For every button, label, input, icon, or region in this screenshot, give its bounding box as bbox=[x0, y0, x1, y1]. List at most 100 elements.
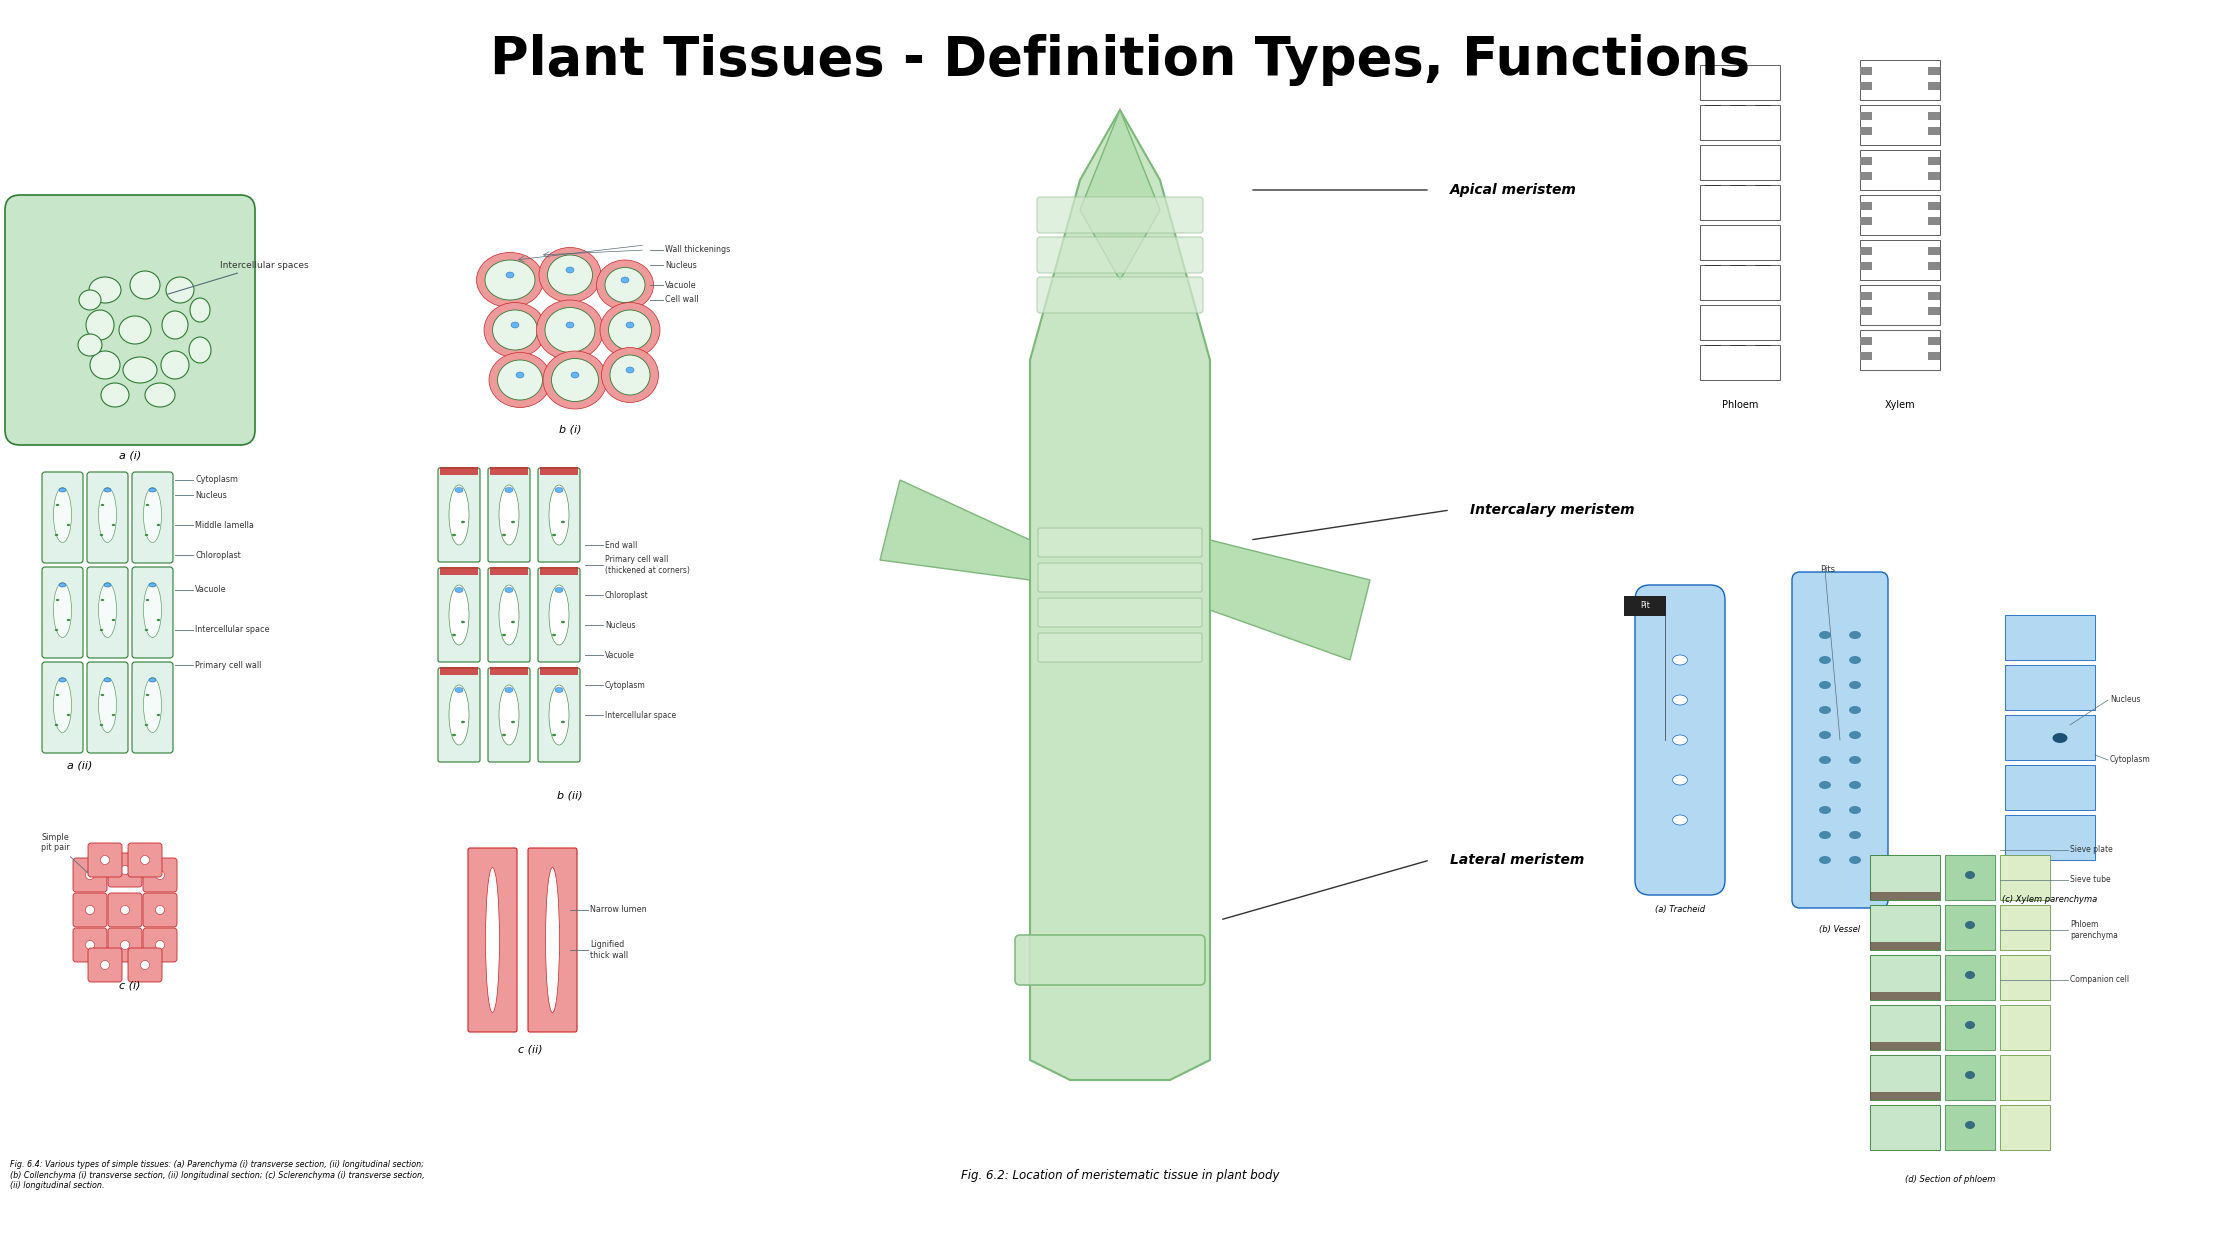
Ellipse shape bbox=[67, 524, 69, 527]
Bar bbox=[2000, 955, 2050, 1000]
Ellipse shape bbox=[119, 316, 150, 344]
Bar bbox=[1870, 856, 1940, 900]
Ellipse shape bbox=[1848, 832, 1861, 839]
Text: Vacuole: Vacuole bbox=[195, 586, 226, 595]
FancyBboxPatch shape bbox=[529, 848, 578, 1032]
Text: b (i): b (i) bbox=[558, 425, 580, 435]
Text: Nucleus: Nucleus bbox=[665, 261, 697, 270]
Bar bbox=[1870, 942, 1940, 950]
Ellipse shape bbox=[504, 587, 513, 592]
Ellipse shape bbox=[551, 534, 556, 537]
FancyBboxPatch shape bbox=[1037, 277, 1203, 312]
Bar bbox=[1700, 305, 1781, 340]
FancyBboxPatch shape bbox=[108, 893, 141, 927]
Ellipse shape bbox=[101, 534, 103, 536]
Bar bbox=[1944, 1055, 1996, 1100]
Ellipse shape bbox=[625, 323, 634, 328]
Bar bbox=[1700, 145, 1781, 180]
Ellipse shape bbox=[90, 352, 121, 379]
Text: Vacuole: Vacuole bbox=[665, 281, 697, 290]
Ellipse shape bbox=[54, 582, 72, 638]
Ellipse shape bbox=[506, 272, 513, 278]
FancyBboxPatch shape bbox=[143, 929, 177, 961]
Bar bbox=[1859, 330, 1940, 370]
Text: Pit: Pit bbox=[1640, 601, 1651, 611]
Ellipse shape bbox=[1673, 696, 1687, 706]
Ellipse shape bbox=[2052, 733, 2068, 743]
Bar bbox=[1859, 262, 1873, 270]
Ellipse shape bbox=[1848, 781, 1861, 789]
Bar bbox=[1859, 217, 1873, 226]
FancyBboxPatch shape bbox=[74, 893, 108, 927]
Text: (b) Vessel: (b) Vessel bbox=[1819, 925, 1861, 934]
Ellipse shape bbox=[121, 866, 130, 874]
Ellipse shape bbox=[1819, 781, 1830, 789]
FancyBboxPatch shape bbox=[1015, 935, 1205, 985]
Ellipse shape bbox=[1848, 756, 1861, 764]
Ellipse shape bbox=[455, 688, 464, 693]
Ellipse shape bbox=[1673, 775, 1687, 785]
FancyBboxPatch shape bbox=[538, 467, 580, 562]
FancyBboxPatch shape bbox=[87, 662, 128, 753]
Ellipse shape bbox=[1673, 735, 1687, 745]
Bar bbox=[2000, 1005, 2050, 1050]
Ellipse shape bbox=[560, 721, 564, 723]
Ellipse shape bbox=[1964, 921, 1976, 929]
FancyBboxPatch shape bbox=[1624, 596, 1667, 616]
Ellipse shape bbox=[620, 277, 629, 284]
Ellipse shape bbox=[1819, 832, 1830, 839]
Bar bbox=[1929, 292, 1940, 300]
Ellipse shape bbox=[605, 267, 645, 302]
Ellipse shape bbox=[143, 582, 161, 638]
Ellipse shape bbox=[101, 629, 103, 631]
Ellipse shape bbox=[500, 585, 520, 645]
Text: Intercalary meristem: Intercalary meristem bbox=[1469, 503, 1635, 517]
Bar bbox=[1700, 226, 1781, 260]
Text: Middle lamella: Middle lamella bbox=[195, 520, 253, 529]
Ellipse shape bbox=[161, 352, 188, 379]
Ellipse shape bbox=[101, 598, 105, 601]
FancyBboxPatch shape bbox=[143, 893, 177, 927]
Ellipse shape bbox=[1848, 706, 1861, 714]
Ellipse shape bbox=[549, 485, 569, 546]
Bar bbox=[1700, 66, 1781, 100]
Ellipse shape bbox=[600, 302, 661, 358]
Text: Pits: Pits bbox=[1819, 566, 1835, 575]
FancyBboxPatch shape bbox=[1037, 237, 1203, 273]
FancyBboxPatch shape bbox=[87, 843, 121, 877]
Bar bbox=[1859, 173, 1873, 180]
Bar bbox=[1870, 892, 1940, 900]
Bar bbox=[2000, 905, 2050, 950]
Text: Sieve tube: Sieve tube bbox=[2070, 876, 2110, 885]
Text: Wall thickenings: Wall thickenings bbox=[665, 246, 730, 255]
Text: Fig. 6.2: Location of meristematic tissue in plant body: Fig. 6.2: Location of meristematic tissu… bbox=[961, 1168, 1279, 1182]
Text: Chloroplast: Chloroplast bbox=[195, 551, 240, 559]
FancyBboxPatch shape bbox=[87, 567, 128, 658]
Text: Primary cell wall
(thickened at corners): Primary cell wall (thickened at corners) bbox=[605, 556, 690, 575]
Bar bbox=[1859, 247, 1873, 255]
Bar bbox=[1929, 352, 1940, 360]
Ellipse shape bbox=[1819, 756, 1830, 764]
Ellipse shape bbox=[542, 352, 607, 410]
Text: Nucleus: Nucleus bbox=[605, 620, 636, 630]
Ellipse shape bbox=[150, 583, 157, 587]
Bar bbox=[1929, 262, 1940, 270]
Ellipse shape bbox=[150, 678, 157, 682]
Ellipse shape bbox=[161, 311, 188, 339]
Ellipse shape bbox=[560, 621, 564, 624]
Bar bbox=[1929, 307, 1940, 315]
Bar bbox=[1929, 127, 1940, 135]
FancyBboxPatch shape bbox=[468, 848, 517, 1032]
FancyBboxPatch shape bbox=[74, 929, 108, 961]
Text: Nucleus: Nucleus bbox=[2110, 696, 2141, 704]
Ellipse shape bbox=[78, 334, 103, 357]
Polygon shape bbox=[880, 480, 1030, 580]
FancyBboxPatch shape bbox=[43, 662, 83, 753]
Ellipse shape bbox=[511, 520, 515, 523]
FancyBboxPatch shape bbox=[108, 929, 141, 961]
Ellipse shape bbox=[1819, 806, 1830, 814]
Bar bbox=[1859, 195, 1940, 236]
FancyBboxPatch shape bbox=[439, 467, 477, 475]
Ellipse shape bbox=[56, 504, 58, 507]
Ellipse shape bbox=[504, 688, 513, 693]
